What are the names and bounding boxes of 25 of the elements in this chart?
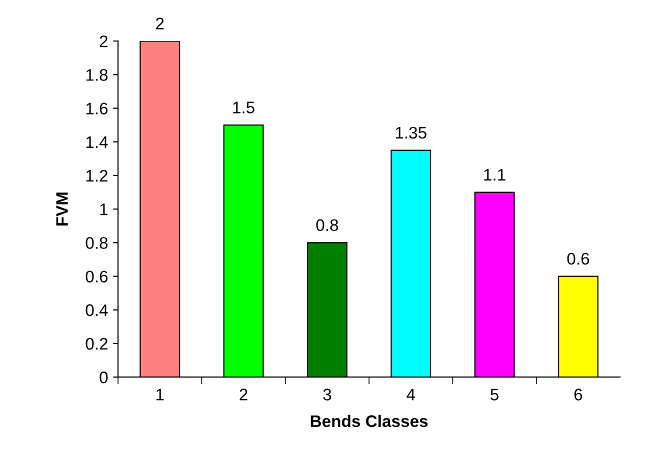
x-axis-title: Bends Classes xyxy=(310,414,428,428)
data-label: 0.6 xyxy=(567,252,590,265)
y-tick-label: 0.6 xyxy=(86,270,108,282)
y-tick-label: 0.4 xyxy=(86,304,108,316)
y-tick-label: 1.4 xyxy=(86,136,108,148)
data-label: 2 xyxy=(156,18,164,30)
data-label: 1.5 xyxy=(233,102,254,114)
data-label: 1.35 xyxy=(396,126,426,139)
y-tick-label: 0.2 xyxy=(86,338,108,350)
data-label: 0.8 xyxy=(316,219,338,232)
y-tick-label: 1.2 xyxy=(86,170,108,182)
y-tick-label: 1.8 xyxy=(86,69,108,81)
data-label: 1.1 xyxy=(484,169,506,180)
y-tick-label: 0.8 xyxy=(86,237,108,249)
y-axis-title: FVM xyxy=(56,192,68,226)
x-tick-label: 2 xyxy=(240,388,248,400)
x-tick-label: 4 xyxy=(406,388,416,400)
x-tick-label: 3 xyxy=(323,388,332,400)
x-tick-label: 5 xyxy=(490,388,498,400)
y-tick-label: 2 xyxy=(100,35,108,48)
x-tick-label: 1 xyxy=(156,388,164,400)
x-tick-label: 6 xyxy=(574,388,582,400)
y-tick-label: 0 xyxy=(100,372,108,384)
y-tick-label: 1 xyxy=(100,204,108,216)
y-tick-label: 1.6 xyxy=(86,102,108,114)
